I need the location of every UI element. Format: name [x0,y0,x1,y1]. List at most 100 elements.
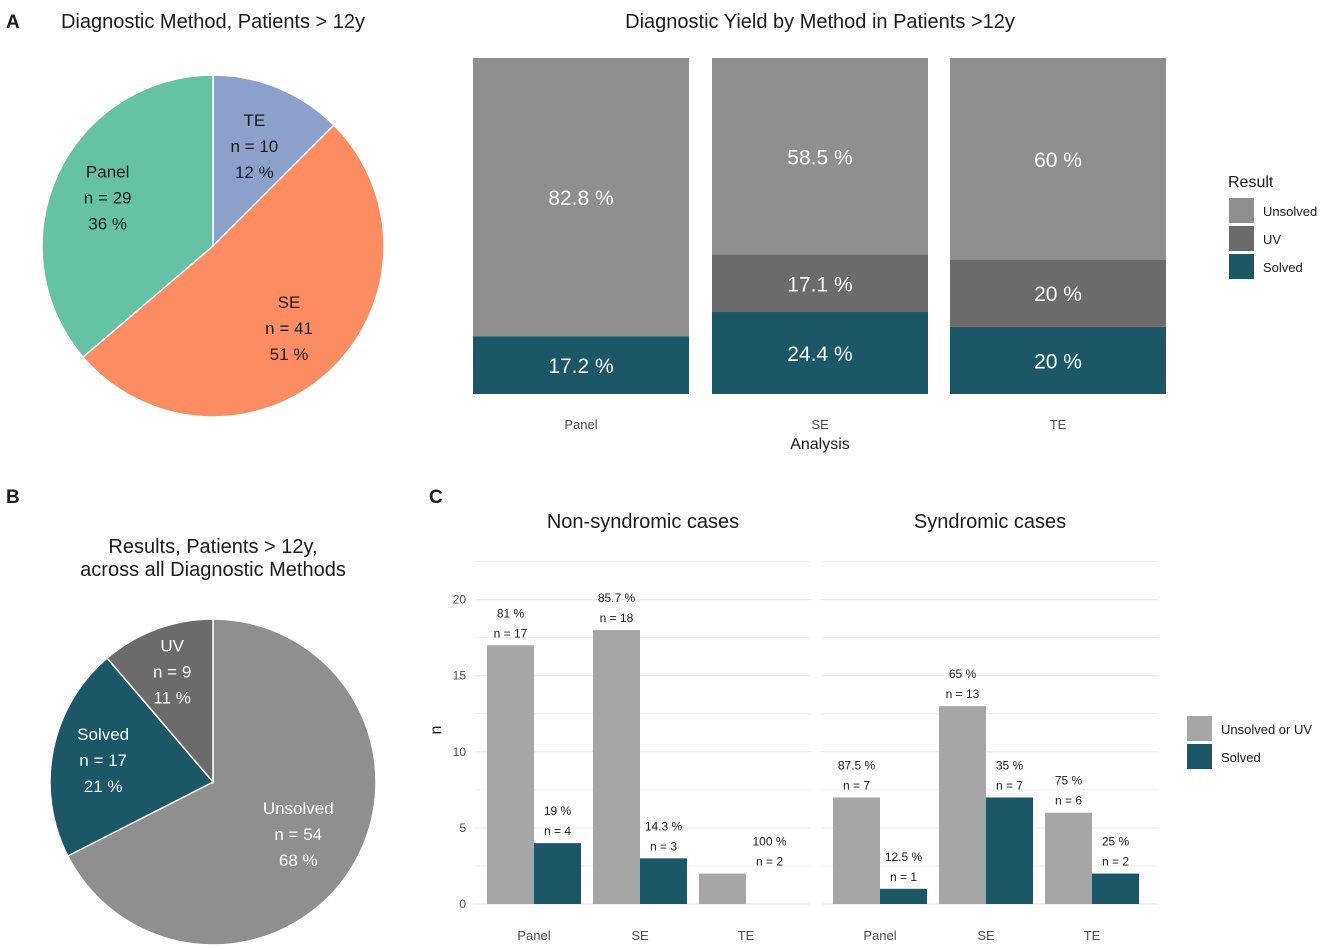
pie-method-label-se-name: SE [278,293,301,312]
stacked-bar-te-uv [950,259,1166,327]
pie-method-slice-panel [41,74,214,359]
pie-results-label-solved-name: Solved [77,725,129,744]
stacked-bar-te-solved [950,326,1166,394]
pie-results-label-uv-name: UV [160,636,184,655]
stacked-x-axis-title: Analysis [790,436,850,453]
grouped-y-tick-20: 20 [453,593,467,607]
facet-syndromic-cases-bar-te-unsolved-or-uv [1045,812,1092,904]
facet-non-syndromic-cases-x-tick-panel: Panel [517,928,550,943]
grouped-legend-swatch-solved [1187,744,1212,769]
facet-syndromic-cases-n-label-panel-solved: n = 1 [890,870,917,884]
stacked-label-te-uv: 20 % [1034,283,1082,306]
facet-non-syndromic-cases-x-tick-te: TE [738,928,755,943]
stacked-label-panel-solved: 17.2 % [548,355,613,378]
pie-method-label-panel-pct: 36 % [88,214,127,233]
panel-label-b: B [6,487,20,508]
facet-non-syndromic-cases-bar-se-solved [640,858,687,904]
stacked-label-se-unsolved: 58.5 % [787,146,852,169]
facet-non-syndromic-cases-bar-se-unsolved-or-uv [593,630,640,904]
pie-method-label-panel-count: n = 29 [84,188,132,207]
stacked-yield-chart: 17.2 % 82.8 % Panel 24.4 % 17.1 % 58.5 % SE 20 … [473,58,1317,453]
grouped-cases-chart: Non-syndromic cases 81 % n = 17 19 % n = 4 Pa… [428,511,1312,943]
facet-syndromic-cases-bar-panel-solved [880,888,927,904]
facet-non-syndromic-cases-bar-te-unsolved-or-uv [699,873,746,904]
facet-syndromic-cases-x-tick-se: SE [977,928,995,943]
facet-syndromic-cases-n-label-se-unsolved-or-uv: n = 13 [946,687,980,701]
grouped-y-axis-title: n [428,726,445,735]
pie-results-label-unsolved-pct: 68 % [279,851,318,870]
pie-method-title: Diagnostic Method, Patients > 12y [61,11,365,33]
stacked-x-tick-panel: Panel [564,417,597,432]
facet-non-syndromic-cases-pct-label-te-solved: 100 % [752,835,786,849]
pie-method-slice-se [81,124,385,418]
facet-syndromic-cases-pct-label-panel-solved: 12.5 % [885,850,923,864]
stacked-legend-swatch-solved [1229,254,1254,279]
stacked-yield-title: Diagnostic Yield by Method in Patients >… [625,11,1015,33]
pie-method-label-te-count: n = 10 [230,137,278,156]
facet-syndromic-cases-pct-label-se-solved: 35 % [996,758,1024,772]
facet-non-syndromic-cases-bar-panel-unsolved-or-uv [487,645,534,904]
facet-syndromic-cases-bar-te-solved [1092,873,1139,904]
facet-syndromic-cases-bar-se-unsolved-or-uv [939,706,986,904]
facet-syndromic-cases-n-label-se-solved: n = 7 [996,778,1023,792]
panel-label-a: A [6,12,20,33]
pie-results-title-line-2: across all Diagnostic Methods [80,559,346,581]
facet-non-syndromic-cases-x-tick-se: SE [631,928,649,943]
stacked-label-panel-unsolved: 82.8 % [548,187,613,210]
facet-non-syndromic-cases-n-label-te-solved: n = 2 [756,855,783,869]
pie-method-chart: TE n = 10 12 % SE n = 41 51 % Panel n = 29 36 % [41,74,385,418]
facet-syndromic-cases-pct-label-te-unsolved-or-uv: 75 % [1055,774,1083,788]
pie-results-slice-uv [106,618,214,785]
stacked-x-tick-se: SE [811,417,829,432]
stacked-legend-label-unsolved: Unsolved [1263,204,1317,219]
facet-syndromic-cases-x-tick-panel: Panel [863,928,896,943]
facet-non-syndromic-cases-n-label-se-solved: n = 3 [650,839,677,853]
stacked-label-se-uv: 17.1 % [787,273,852,296]
pie-method-label-te-pct: 12 % [235,163,274,182]
pie-method-slice-te [212,74,335,248]
stacked-legend-label-solved: Solved [1263,260,1303,275]
facet-syndromic-cases-n-label-te-unsolved-or-uv: n = 6 [1055,794,1082,808]
stacked-bar-se-solved [712,312,928,394]
facet-syndromic-cases-bar-se-solved [986,797,1033,904]
grouped-y-tick-15: 15 [453,669,467,683]
facet-non-syndromic-cases-pct-label-se-unsolved-or-uv: 85.7 % [598,591,636,605]
pie-results-chart: Unsolved n = 54 68 % Solved n = 17 21 % UV n = … [49,618,377,946]
stacked-legend-swatch-unsolved [1229,198,1254,223]
pie-results-label-unsolved-name: Unsolved [263,799,334,818]
facet-non-syndromic-cases-pct-label-se-solved: 14.3 % [645,819,683,833]
pie-results-label-solved-pct: 21 % [84,777,123,796]
facet-syndromic-cases-pct-label-te-solved: 25 % [1102,835,1130,849]
stacked-bar-te-unsolved [950,58,1166,260]
pie-results-label-solved-count: n = 17 [79,751,127,770]
facet-syndromic-cases-n-label-te-solved: n = 2 [1102,855,1129,869]
facet-syndromic-cases-title: Syndromic cases [914,511,1066,533]
stacked-bar-se-unsolved [712,58,928,255]
stacked-x-tick-te: TE [1050,417,1067,432]
stacked-legend-title: Result [1228,174,1274,191]
stacked-label-te-solved: 20 % [1034,350,1082,373]
pie-results-title-line-1: Results, Patients > 12y, [108,536,317,558]
grouped-y-tick-10: 10 [453,745,467,759]
panel-label-c: C [429,487,443,508]
pie-results-label-unsolved-count: n = 54 [274,825,322,844]
grouped-y-tick-5: 5 [459,821,466,835]
pie-method-label-panel-name: Panel [86,162,129,181]
pie-results-slice-solved [49,656,215,858]
facet-syndromic-cases-bar-panel-unsolved-or-uv [833,797,880,904]
stacked-bar-panel-solved [473,336,689,394]
facet-non-syndromic-cases-bar-panel-solved [534,843,581,904]
facet-syndromic-cases-pct-label-panel-unsolved-or-uv: 87.5 % [838,758,876,772]
pie-method-label-te-name: TE [243,111,265,130]
facet-non-syndromic-cases-title: Non-syndromic cases [547,511,739,533]
facet-non-syndromic-cases-n-label-panel-solved: n = 4 [544,824,571,838]
pie-results-label-uv-count: n = 9 [153,662,191,681]
facet-non-syndromic-cases-n-label-se-unsolved-or-uv: n = 18 [600,611,634,625]
grouped-legend-label-unsolved-or-uv: Unsolved or UV [1221,722,1312,737]
pie-method-label-se-pct: 51 % [270,345,309,364]
stacked-label-se-solved: 24.4 % [787,343,852,366]
facet-non-syndromic-cases-pct-label-panel-solved: 19 % [544,804,572,818]
facet-syndromic-cases-x-tick-te: TE [1084,928,1101,943]
grouped-legend-swatch-unsolved-or-uv [1187,716,1212,741]
facet-syndromic-cases-pct-label-se-unsolved-or-uv: 65 % [949,667,977,681]
